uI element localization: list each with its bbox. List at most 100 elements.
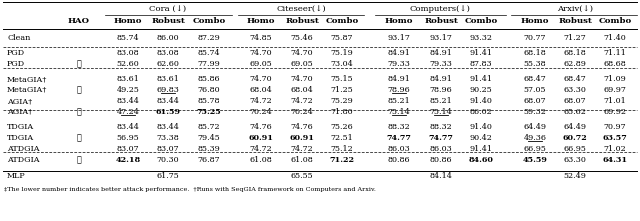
Text: Homo: Homo — [385, 17, 413, 25]
Text: PGD: PGD — [7, 60, 25, 68]
Text: Robust: Robust — [285, 17, 319, 25]
Text: 61.75: 61.75 — [157, 172, 179, 180]
Text: 91.41: 91.41 — [470, 75, 493, 83]
Text: 70.24: 70.24 — [250, 108, 273, 116]
Text: 85.78: 85.78 — [198, 97, 220, 105]
Text: HAO: HAO — [68, 17, 90, 25]
Text: 70.77: 70.77 — [524, 34, 547, 42]
Text: 75.14: 75.14 — [388, 108, 410, 116]
Text: 84.14: 84.14 — [429, 172, 452, 180]
Text: 68.07: 68.07 — [564, 97, 586, 105]
Text: 74.77: 74.77 — [387, 134, 412, 142]
Text: Clean: Clean — [7, 34, 30, 42]
Text: 74.70: 74.70 — [291, 75, 314, 83]
Text: 60.91: 60.91 — [248, 134, 273, 142]
Text: 52.60: 52.60 — [116, 60, 140, 68]
Text: 71.11: 71.11 — [604, 49, 627, 57]
Text: ATDGIA: ATDGIA — [7, 156, 40, 164]
Text: 73.38: 73.38 — [157, 134, 179, 142]
Text: 62.60: 62.60 — [157, 60, 179, 68]
Text: 45.59: 45.59 — [523, 156, 547, 164]
Text: 74.76: 74.76 — [291, 123, 314, 131]
Text: 60.72: 60.72 — [563, 134, 588, 142]
Text: 68.47: 68.47 — [564, 75, 586, 83]
Text: 71.01: 71.01 — [604, 97, 627, 105]
Text: ‡The lower number indicates better attack performance.  †Runs with SeqGIA framew: ‡The lower number indicates better attac… — [4, 187, 376, 192]
Text: AGIA†: AGIA† — [7, 97, 32, 105]
Text: 74.70: 74.70 — [250, 75, 272, 83]
Text: MetaGIA†: MetaGIA† — [7, 86, 47, 94]
Text: 69.05: 69.05 — [291, 60, 314, 68]
Text: 71.09: 71.09 — [604, 75, 627, 83]
Text: 63.30: 63.30 — [564, 156, 586, 164]
Text: 73.04: 73.04 — [331, 60, 353, 68]
Text: 75.25: 75.25 — [196, 108, 221, 116]
Text: 68.18: 68.18 — [524, 49, 547, 57]
Text: 71.22: 71.22 — [330, 156, 355, 164]
Text: 68.18: 68.18 — [564, 49, 586, 57]
Text: 88.32: 88.32 — [388, 123, 410, 131]
Text: 87.29: 87.29 — [198, 34, 220, 42]
Text: 85.21: 85.21 — [388, 97, 410, 105]
Text: 68.68: 68.68 — [604, 60, 627, 68]
Text: 83.44: 83.44 — [116, 97, 140, 105]
Text: 75.15: 75.15 — [331, 75, 353, 83]
Text: 74.85: 74.85 — [250, 34, 272, 42]
Text: 61.08: 61.08 — [291, 156, 314, 164]
Text: 85.21: 85.21 — [429, 97, 452, 105]
Text: 85.72: 85.72 — [198, 123, 220, 131]
Text: 66.95: 66.95 — [524, 145, 547, 153]
Text: Combo: Combo — [325, 17, 358, 25]
Text: MetaGIA†: MetaGIA† — [7, 75, 47, 83]
Text: Combo: Combo — [598, 17, 632, 25]
Text: Robust: Robust — [424, 17, 458, 25]
Text: 91.41: 91.41 — [470, 49, 493, 57]
Text: 47.24: 47.24 — [116, 108, 140, 116]
Text: 70.30: 70.30 — [157, 156, 179, 164]
Text: 72.51: 72.51 — [331, 134, 353, 142]
Text: 63.30: 63.30 — [564, 86, 586, 94]
Text: 86.00: 86.00 — [157, 34, 179, 42]
Text: PGD: PGD — [7, 49, 25, 57]
Text: 91.41: 91.41 — [470, 145, 493, 153]
Text: 69.83: 69.83 — [157, 86, 179, 94]
Text: 75.19: 75.19 — [331, 49, 353, 57]
Text: TDGIA: TDGIA — [7, 134, 34, 142]
Text: ATDGIA: ATDGIA — [7, 145, 40, 153]
Text: 74.70: 74.70 — [250, 49, 272, 57]
Text: 74.76: 74.76 — [250, 123, 273, 131]
Text: Combo: Combo — [193, 17, 226, 25]
Text: 83.61: 83.61 — [116, 75, 140, 83]
Text: 88.32: 88.32 — [429, 123, 452, 131]
Text: 71.27: 71.27 — [564, 34, 586, 42]
Text: 69.97: 69.97 — [604, 86, 627, 94]
Text: 78.96: 78.96 — [429, 86, 452, 94]
Text: 64.49: 64.49 — [524, 123, 547, 131]
Text: 90.25: 90.25 — [470, 86, 492, 94]
Text: 76.80: 76.80 — [198, 86, 220, 94]
Text: 56.95: 56.95 — [116, 134, 140, 142]
Text: 65.55: 65.55 — [291, 172, 314, 180]
Text: 68.04: 68.04 — [291, 86, 314, 94]
Text: 75.87: 75.87 — [331, 34, 353, 42]
Text: MLP: MLP — [7, 172, 26, 180]
Text: 68.47: 68.47 — [524, 75, 547, 83]
Text: Cora (↓): Cora (↓) — [149, 5, 187, 13]
Text: 74.70: 74.70 — [291, 49, 314, 57]
Text: 60.91: 60.91 — [289, 134, 314, 142]
Text: 86.02: 86.02 — [470, 108, 492, 116]
Text: 70.97: 70.97 — [604, 123, 627, 131]
Text: ✓: ✓ — [77, 134, 81, 142]
Text: 63.57: 63.57 — [603, 134, 627, 142]
Text: 61.08: 61.08 — [250, 156, 273, 164]
Text: ✓: ✓ — [77, 86, 81, 94]
Text: ✓: ✓ — [77, 108, 81, 116]
Text: 91.40: 91.40 — [470, 123, 492, 131]
Text: 85.74: 85.74 — [198, 49, 220, 57]
Text: 93.17: 93.17 — [429, 34, 452, 42]
Text: 70.24: 70.24 — [291, 108, 314, 116]
Text: 79.45: 79.45 — [198, 134, 220, 142]
Text: 52.49: 52.49 — [564, 172, 586, 180]
Text: Homo: Homo — [247, 17, 275, 25]
Text: 85.86: 85.86 — [198, 75, 220, 83]
